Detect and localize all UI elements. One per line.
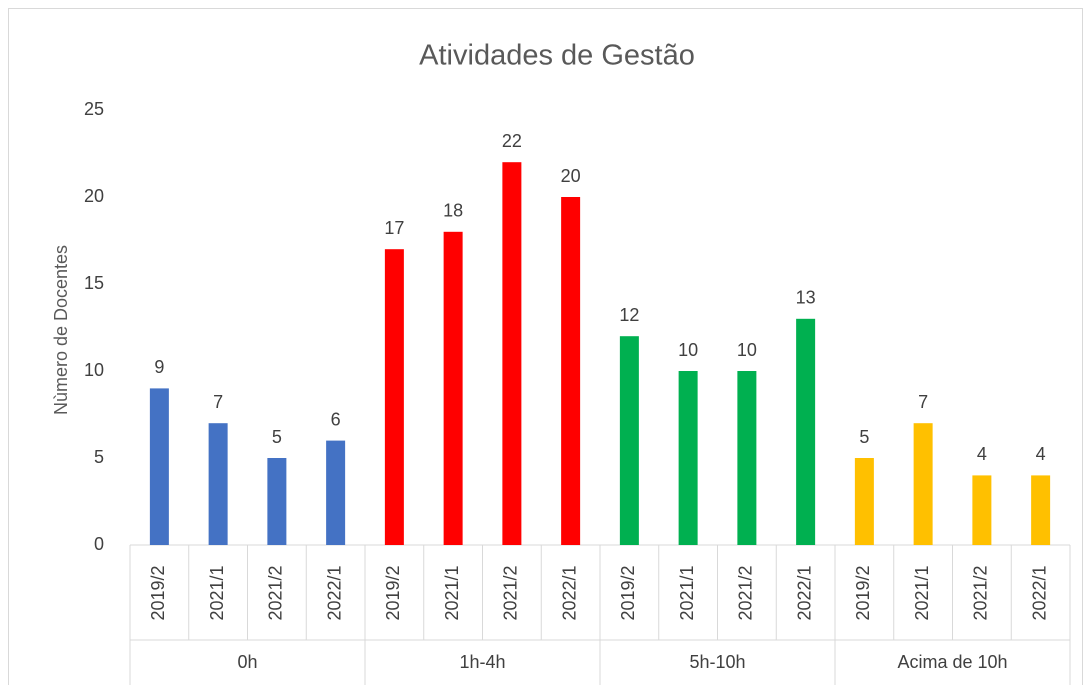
bar <box>384 249 404 545</box>
y-tick-label: 5 <box>94 447 104 467</box>
group-label: 1h-4h <box>459 652 505 672</box>
chart-frame <box>8 8 1083 685</box>
x-tick-label: 2021/1 <box>912 565 932 620</box>
x-tick-label: 2022/1 <box>794 565 814 620</box>
group-label: Acima de 10h <box>897 652 1007 672</box>
data-label: 13 <box>796 288 816 308</box>
group-label: 0h <box>237 652 257 672</box>
bar <box>208 423 228 545</box>
y-axis-title: Nùmero de Docentes <box>51 245 71 415</box>
x-tick-label: 2021/2 <box>266 565 286 620</box>
bar <box>149 388 169 545</box>
bar <box>796 318 816 545</box>
x-tick-label: 2021/1 <box>442 565 462 620</box>
data-label: 12 <box>619 305 639 325</box>
data-label: 7 <box>918 392 928 412</box>
data-label: 6 <box>331 409 341 429</box>
x-tick-label: 2021/2 <box>736 565 756 620</box>
data-label: 9 <box>154 357 164 377</box>
data-label: 7 <box>213 392 223 412</box>
y-tick-label: 15 <box>84 273 104 293</box>
x-tick-label: 2022/1 <box>559 565 579 620</box>
data-label: 20 <box>561 166 581 186</box>
bar <box>326 440 346 545</box>
data-label: 10 <box>737 340 757 360</box>
x-tick-label: 2021/1 <box>207 565 227 620</box>
bar <box>443 231 463 546</box>
bar <box>854 458 874 545</box>
y-tick-label: 25 <box>84 99 104 119</box>
y-tick-label: 0 <box>94 534 104 554</box>
bar <box>502 162 522 545</box>
data-label: 10 <box>678 340 698 360</box>
data-label: 17 <box>384 218 404 238</box>
y-tick-label: 20 <box>84 186 104 206</box>
x-tick-label: 2022/1 <box>1029 565 1049 620</box>
chart-title: Atividades de Gestão <box>419 40 695 72</box>
data-label: 5 <box>272 427 282 447</box>
data-label: 22 <box>502 131 522 151</box>
bar <box>267 458 287 545</box>
x-tick-label: 2019/2 <box>853 565 873 620</box>
data-label: 4 <box>1036 444 1046 464</box>
x-tick-label: 2019/2 <box>618 565 638 620</box>
x-tick-label: 2019/2 <box>148 565 168 620</box>
bar <box>1031 475 1051 545</box>
data-label: 5 <box>859 427 869 447</box>
y-tick-label: 10 <box>84 360 104 380</box>
data-label: 4 <box>977 444 987 464</box>
bar <box>972 475 992 545</box>
group-label: 5h-10h <box>689 652 745 672</box>
bar <box>913 423 933 545</box>
bar <box>619 336 639 545</box>
bar <box>737 371 757 545</box>
bar <box>561 197 581 545</box>
x-tick-label: 2022/1 <box>324 565 344 620</box>
x-tick-label: 2019/2 <box>383 565 403 620</box>
data-label: 18 <box>443 201 463 221</box>
x-tick-label: 2021/2 <box>971 565 991 620</box>
x-tick-label: 2021/2 <box>501 565 521 620</box>
bar <box>678 371 698 545</box>
x-tick-label: 2021/1 <box>677 565 697 620</box>
